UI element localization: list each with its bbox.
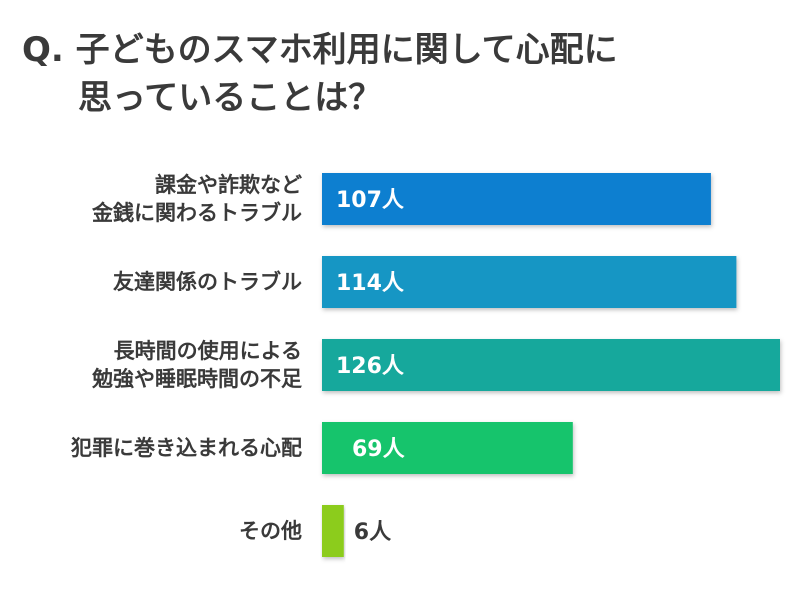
chart-title: Q. 子どものスマホ利用に関して心配に 思っていることは？ bbox=[22, 26, 782, 122]
category-label: 友達関係のトラブル bbox=[113, 270, 302, 294]
category-label: 長時間の使用による bbox=[114, 339, 302, 363]
bar-value-label: 114人 bbox=[336, 271, 404, 296]
bar-value-label: 126人 bbox=[336, 354, 404, 379]
bar-value-label: 69人 bbox=[352, 437, 405, 462]
bar bbox=[322, 173, 711, 225]
category-label: 勉強や睡眠時間の不足 bbox=[91, 367, 302, 391]
bar-value-label: 6人 bbox=[354, 520, 391, 545]
bar bbox=[322, 505, 344, 557]
category-label: 課金や詐欺など bbox=[155, 173, 302, 197]
category-label: 金銭に関わるトラブル bbox=[91, 201, 302, 225]
bar bbox=[322, 422, 573, 474]
bar-value-label: 107人 bbox=[336, 188, 404, 213]
bar bbox=[322, 339, 780, 391]
chart-title-line2: 思っていることは？ bbox=[78, 78, 383, 118]
bar bbox=[322, 256, 737, 308]
category-label: 犯罪に巻き込まれる心配 bbox=[70, 436, 302, 460]
category-label: その他 bbox=[239, 519, 302, 543]
chart-title-line1: Q. 子どものスマホ利用に関して心配に bbox=[22, 30, 618, 70]
